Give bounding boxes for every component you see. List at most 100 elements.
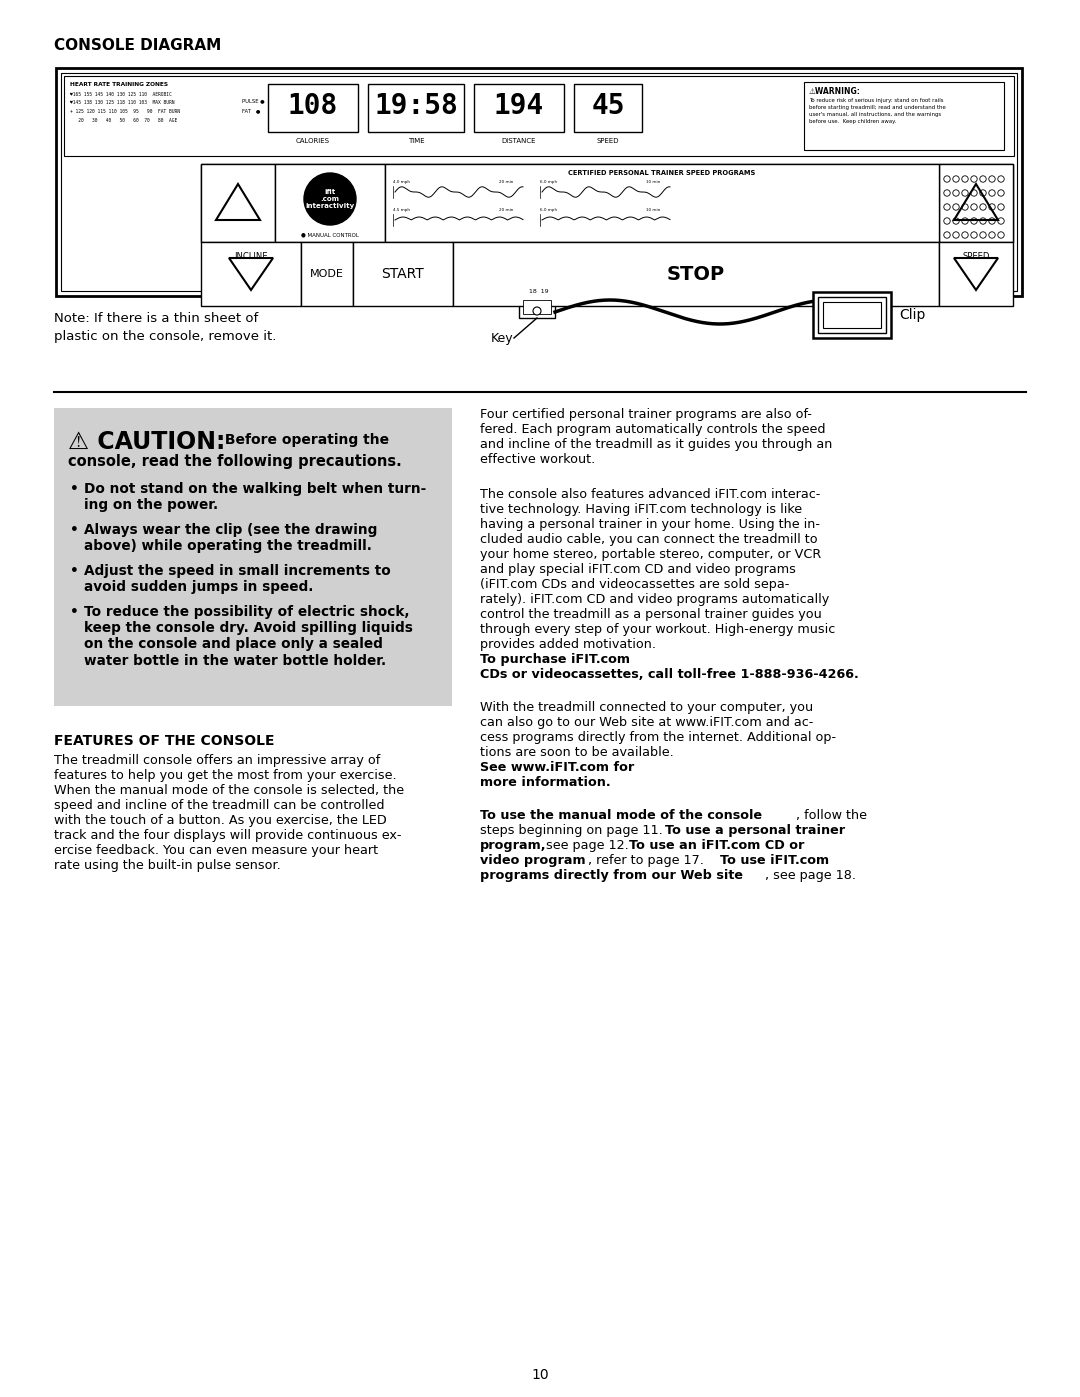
Bar [453,242,939,306]
Text: more information.: more information. [480,775,610,789]
Text: iﬁt
.com
interactivity: iﬁt .com interactivity [306,189,354,210]
Circle shape [303,173,356,225]
Bar [301,242,353,306]
Text: , see page 18.: , see page 18. [765,869,856,882]
Bar [474,84,564,131]
Text: 10 min: 10 min [646,180,660,184]
Text: CDs or videocassettes, call toll-free 1-888-936-4266.: CDs or videocassettes, call toll-free 1-… [480,668,859,680]
Text: START: START [381,267,424,281]
Bar [368,84,464,131]
Bar [54,408,453,705]
Text: •: • [70,522,79,536]
Bar [201,163,275,242]
Text: (iFIT.com CDs and videocassettes are sold sepa-: (iFIT.com CDs and videocassettes are sol… [480,578,789,591]
Bar [268,84,357,131]
Text: Key: Key [490,332,513,345]
Text: Do not stand on the walking belt when turn-
ing on the power.: Do not stand on the walking belt when tu… [84,482,427,513]
Text: control the treadmill as a personal trainer guides you: control the treadmill as a personal trai… [480,608,822,622]
Text: your home stereo, portable stereo, computer, or VCR: your home stereo, portable stereo, compu… [480,548,821,562]
Text: Four certified personal trainer programs are also of-: Four certified personal trainer programs… [480,408,812,420]
Text: HEART RATE TRAINING ZONES: HEART RATE TRAINING ZONES [70,82,168,87]
Text: To use the manual mode of the console: To use the manual mode of the console [480,809,762,821]
Text: CONSOLE DIAGRAM: CONSOLE DIAGRAM [54,38,221,53]
Bar [523,300,551,314]
Text: cess programs directly from the internet. Additional op-: cess programs directly from the internet… [480,731,836,745]
Text: see page 12.: see page 12. [542,840,633,852]
Text: To reduce the possibility of electric shock,
keep the console dry. Avoid spillin: To reduce the possibility of electric sh… [84,605,413,668]
Text: To purchase iFIT.com: To purchase iFIT.com [480,652,630,666]
Text: effective workout.: effective workout. [480,453,595,467]
Bar [573,84,642,131]
Text: , refer to page 17.: , refer to page 17. [588,854,707,868]
Text: CALORIES: CALORIES [296,138,330,144]
Text: features to help you get the most from your exercise.: features to help you get the most from y… [54,768,396,782]
Text: Before operating the: Before operating the [220,433,389,447]
Text: •: • [70,605,79,619]
Text: + 125 120 115 110 105  95   90  FAT BURN: + 125 120 115 110 105 95 90 FAT BURN [70,109,180,115]
Text: 4.0 mph: 4.0 mph [393,180,410,184]
Text: The treadmill console offers an impressive array of: The treadmill console offers an impressi… [54,754,380,767]
Text: 4.5 mph: 4.5 mph [393,208,410,212]
Bar [813,292,891,338]
Text: 19:58: 19:58 [374,92,458,120]
Text: STOP: STOP [667,264,725,284]
Text: With the treadmill connected to your computer, you: With the treadmill connected to your com… [480,701,813,714]
Text: PULSE ●: PULSE ● [242,98,265,103]
Text: steps beginning on page 11.: steps beginning on page 11. [480,824,666,837]
Text: 20   30   40   50   60  70   80  AGE: 20 30 40 50 60 70 80 AGE [70,117,177,123]
Text: and incline of the treadmill as it guides you through an: and incline of the treadmill as it guide… [480,439,833,451]
Text: CERTIFIED PERSONAL TRAINER SPEED PROGRAMS: CERTIFIED PERSONAL TRAINER SPEED PROGRAM… [568,170,756,176]
Bar [384,163,939,242]
Text: tive technology. Having iFIT.com technology is like: tive technology. Having iFIT.com technol… [480,503,802,515]
Text: ♥165 155 145 140 130 125 110  AEROBIC: ♥165 155 145 140 130 125 110 AEROBIC [70,92,172,96]
Text: 10: 10 [531,1368,549,1382]
Bar [823,302,881,328]
Text: When the manual mode of the console is selected, the: When the manual mode of the console is s… [54,784,404,798]
Text: See www.iFIT.com for: See www.iFIT.com for [480,761,634,774]
Text: The console also features advanced iFIT.com interac-: The console also features advanced iFIT.… [480,488,821,502]
Text: track and the four displays will provide continuous ex-: track and the four displays will provide… [54,828,402,842]
Text: programs directly from our Web site: programs directly from our Web site [480,869,743,882]
Text: program,: program, [480,840,546,852]
Text: having a personal trainer in your home. Using the in-: having a personal trainer in your home. … [480,518,820,531]
Text: SPEED: SPEED [597,138,619,144]
Text: •: • [70,482,79,496]
Text: plastic on the console, remove it.: plastic on the console, remove it. [54,330,276,344]
Text: MODE: MODE [310,270,343,279]
Text: ● MANUAL CONTROL: ● MANUAL CONTROL [301,232,359,237]
Text: FAT   ●: FAT ● [242,108,260,113]
Text: video program: video program [480,854,585,868]
Bar [939,242,1013,306]
Bar [804,82,1004,149]
Text: tions are soon to be available.: tions are soon to be available. [480,746,674,759]
Text: 194: 194 [494,92,544,120]
Text: To use an iFIT.com CD or: To use an iFIT.com CD or [629,840,805,852]
Bar [353,242,453,306]
Text: ercise feedback. You can even measure your heart: ercise feedback. You can even measure yo… [54,844,378,856]
Text: 6.0 mph: 6.0 mph [540,208,557,212]
Text: 10 min: 10 min [646,208,660,212]
Text: •: • [70,564,79,578]
Text: Note: If there is a thin sheet of: Note: If there is a thin sheet of [54,312,258,326]
Text: through every step of your workout. High-energy music: through every step of your workout. High… [480,623,835,636]
Bar [60,73,1017,291]
Text: 45: 45 [591,92,624,120]
Circle shape [534,307,541,314]
Bar [64,75,1014,156]
Text: , follow the: , follow the [796,809,867,821]
Text: fered. Each program automatically controls the speed: fered. Each program automatically contro… [480,423,825,436]
Text: TIME: TIME [407,138,424,144]
Text: To reduce risk of serious injury: stand on foot rails
before starting treadmill;: To reduce risk of serious injury: stand … [809,98,946,124]
Text: cluded audio cable, you can connect the treadmill to: cluded audio cable, you can connect the … [480,534,818,546]
Text: and play special iFIT.com CD and video programs: and play special iFIT.com CD and video p… [480,563,796,576]
Text: Always wear the clip (see the drawing
above) while operating the treadmill.: Always wear the clip (see the drawing ab… [84,522,377,553]
Bar [939,163,1013,242]
Text: provides added motivation.: provides added motivation. [480,638,656,651]
Text: Clip: Clip [899,307,926,321]
Text: Adjust the speed in small increments to
avoid sudden jumps in speed.: Adjust the speed in small increments to … [84,564,391,594]
Text: To use a personal trainer: To use a personal trainer [665,824,846,837]
Text: 18  19: 18 19 [529,289,549,293]
Text: speed and incline of the treadmill can be controlled: speed and incline of the treadmill can b… [54,799,384,812]
Text: console, read the following precautions.: console, read the following precautions. [68,454,402,469]
Text: ⚠ CAUTION:: ⚠ CAUTION: [68,430,226,454]
